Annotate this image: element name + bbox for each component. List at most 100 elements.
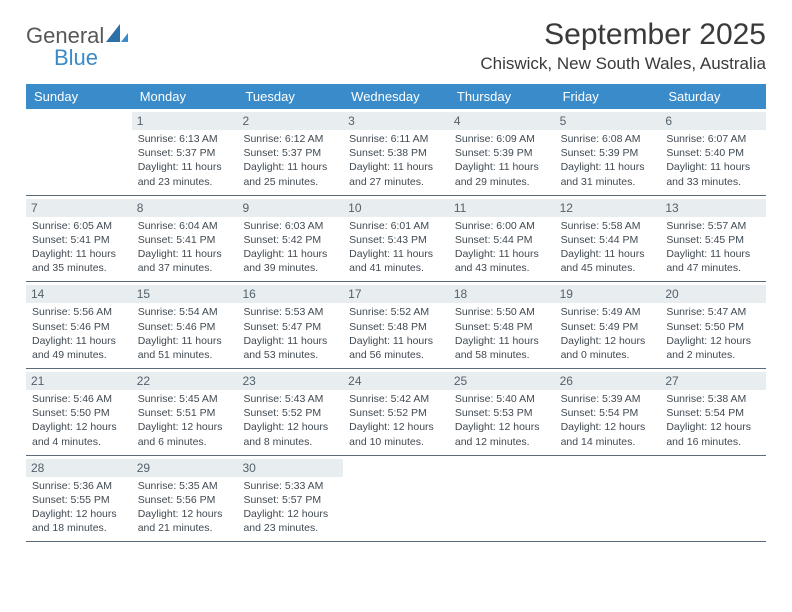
day-number: 1 (132, 112, 238, 130)
day-dl1: Daylight: 11 hours (32, 247, 126, 261)
day-dl2: and 23 minutes. (243, 521, 337, 535)
day-number: 10 (343, 199, 449, 217)
location-label: Chiswick, New South Wales, Australia (480, 54, 766, 74)
day-dl2: and 45 minutes. (561, 261, 655, 275)
day-ss: Sunset: 5:56 PM (138, 493, 232, 507)
day-dl2: and 8 minutes. (243, 435, 337, 449)
day-ss: Sunset: 5:41 PM (32, 233, 126, 247)
day-sr: Sunrise: 6:12 AM (243, 132, 337, 146)
day-dl2: and 41 minutes. (349, 261, 443, 275)
day-info: Sunrise: 5:43 AMSunset: 5:52 PMDaylight:… (243, 392, 337, 449)
day-dl1: Daylight: 12 hours (243, 507, 337, 521)
day-dl2: and 58 minutes. (455, 348, 549, 362)
day-sr: Sunrise: 5:56 AM (32, 305, 126, 319)
day-info: Sunrise: 5:50 AMSunset: 5:48 PMDaylight:… (455, 305, 549, 362)
day-ss: Sunset: 5:43 PM (349, 233, 443, 247)
day-cell: 2Sunrise: 6:12 AMSunset: 5:37 PMDaylight… (237, 109, 343, 195)
day-cell: 25Sunrise: 5:40 AMSunset: 5:53 PMDayligh… (449, 369, 555, 455)
day-cell: 11 Sunrise: 6:00 AMSunset: 5:44 PMDayligh… (449, 196, 555, 282)
day-dl2: and 39 minutes. (243, 261, 337, 275)
day-dl2: and 35 minutes. (32, 261, 126, 275)
day-number: 3 (343, 112, 449, 130)
day-cell: 13Sunrise: 5:57 AMSunset: 5:45 PMDayligh… (660, 196, 766, 282)
day-dl2: and 16 minutes. (666, 435, 760, 449)
day-sr: Sunrise: 5:33 AM (243, 479, 337, 493)
day-number: 19 (555, 285, 661, 303)
day-number: 26 (555, 372, 661, 390)
day-dl1: Daylight: 11 hours (243, 160, 337, 174)
day-number: 18 (449, 285, 555, 303)
day-number: 30 (237, 459, 343, 477)
day-dl2: and 25 minutes. (243, 175, 337, 189)
day-ss: Sunset: 5:52 PM (349, 406, 443, 420)
dow-thursday: Thursday (449, 84, 555, 109)
day-number: 29 (132, 459, 238, 477)
day-ss: Sunset: 5:37 PM (138, 146, 232, 160)
day-number: 11 (449, 199, 555, 217)
day-dl1: Daylight: 11 hours (455, 334, 549, 348)
day-ss: Sunset: 5:38 PM (349, 146, 443, 160)
day-ss: Sunset: 5:47 PM (243, 320, 337, 334)
day-dl1: Daylight: 11 hours (349, 334, 443, 348)
day-info: Sunrise: 5:56 AMSunset: 5:46 PMDaylight:… (32, 305, 126, 362)
day-dl1: Daylight: 11 hours (455, 247, 549, 261)
day-ss: Sunset: 5:39 PM (561, 146, 655, 160)
day-cell: 10Sunrise: 6:01 AMSunset: 5:43 PMDayligh… (343, 196, 449, 282)
day-info: Sunrise: 5:52 AMSunset: 5:48 PMDaylight:… (349, 305, 443, 362)
day-cell: 26 Sunrise: 5:39 AMSunset: 5:54 PMDayligh… (555, 369, 661, 455)
day-cell: . (343, 456, 449, 542)
day-dl1: Daylight: 11 hours (561, 247, 655, 261)
day-info: Sunrise: 6:07 AMSunset: 5:40 PMDaylight:… (666, 132, 760, 189)
day-ss: Sunset: 5:49 PM (561, 320, 655, 334)
day-number: 4 (449, 112, 555, 130)
day-sr: Sunrise: 6:07 AM (666, 132, 760, 146)
day-ss: Sunset: 5:44 PM (455, 233, 549, 247)
day-cell: 14Sunrise: 5:56 AMSunset: 5:46 PMDayligh… (26, 282, 132, 368)
day-cell: 28Sunrise: 5:36 AMSunset: 5:55 PMDayligh… (26, 456, 132, 542)
day-cell: 9Sunrise: 6:03 AMSunset: 5:42 PMDaylight… (237, 196, 343, 282)
day-info: Sunrise: 6:11 AMSunset: 5:38 PMDaylight:… (349, 132, 443, 189)
day-number: 22 (132, 372, 238, 390)
day-ss: Sunset: 5:46 PM (32, 320, 126, 334)
day-cell: 1 Sunrise: 6:13 AMSunset: 5:37 PMDaylight… (132, 109, 238, 195)
day-dl2: and 18 minutes. (32, 521, 126, 535)
day-sr: Sunrise: 5:52 AM (349, 305, 443, 319)
header: General Blue September 2025 Chiswick, Ne… (26, 18, 766, 74)
dow-tuesday: Tuesday (237, 84, 343, 109)
day-number: 28 (26, 459, 132, 477)
day-cell: . (449, 456, 555, 542)
day-dl1: Daylight: 11 hours (138, 334, 232, 348)
day-ss: Sunset: 5:57 PM (243, 493, 337, 507)
day-info: Sunrise: 6:00 AMSunset: 5:44 PMDaylight:… (455, 219, 549, 276)
day-dl2: and 2 minutes. (666, 348, 760, 362)
day-dl2: and 33 minutes. (666, 175, 760, 189)
day-dl2: and 51 minutes. (138, 348, 232, 362)
day-cell: 12Sunrise: 5:58 AMSunset: 5:44 PMDayligh… (555, 196, 661, 282)
day-info: Sunrise: 6:09 AMSunset: 5:39 PMDaylight:… (455, 132, 549, 189)
day-ss: Sunset: 5:51 PM (138, 406, 232, 420)
day-ss: Sunset: 5:42 PM (243, 233, 337, 247)
day-sr: Sunrise: 6:11 AM (349, 132, 443, 146)
day-sr: Sunrise: 6:08 AM (561, 132, 655, 146)
day-dl2: and 56 minutes. (349, 348, 443, 362)
day-info: Sunrise: 5:39 AMSunset: 5:54 PMDaylight:… (561, 392, 655, 449)
day-info: Sunrise: 5:42 AMSunset: 5:52 PMDaylight:… (349, 392, 443, 449)
day-dl2: and 29 minutes. (455, 175, 549, 189)
day-dl1: Daylight: 11 hours (455, 160, 549, 174)
week-row: 21Sunrise: 5:46 AMSunset: 5:50 PMDayligh… (26, 369, 766, 456)
day-cell: 17Sunrise: 5:52 AMSunset: 5:48 PMDayligh… (343, 282, 449, 368)
day-info: Sunrise: 5:57 AMSunset: 5:45 PMDaylight:… (666, 219, 760, 276)
dow-wednesday: Wednesday (343, 84, 449, 109)
day-sr: Sunrise: 5:58 AM (561, 219, 655, 233)
day-header-row: Sunday Monday Tuesday Wednesday Thursday… (26, 84, 766, 109)
day-info: Sunrise: 6:13 AMSunset: 5:37 PMDaylight:… (138, 132, 232, 189)
day-dl2: and 21 minutes. (138, 521, 232, 535)
dow-sunday: Sunday (26, 84, 132, 109)
day-info: Sunrise: 5:53 AMSunset: 5:47 PMDaylight:… (243, 305, 337, 362)
day-info: Sunrise: 5:46 AMSunset: 5:50 PMDaylight:… (32, 392, 126, 449)
day-sr: Sunrise: 6:04 AM (138, 219, 232, 233)
day-ss: Sunset: 5:50 PM (32, 406, 126, 420)
day-cell: . (26, 109, 132, 195)
day-cell: 5Sunrise: 6:08 AMSunset: 5:39 PMDaylight… (555, 109, 661, 195)
month-title: September 2025 (480, 18, 766, 52)
